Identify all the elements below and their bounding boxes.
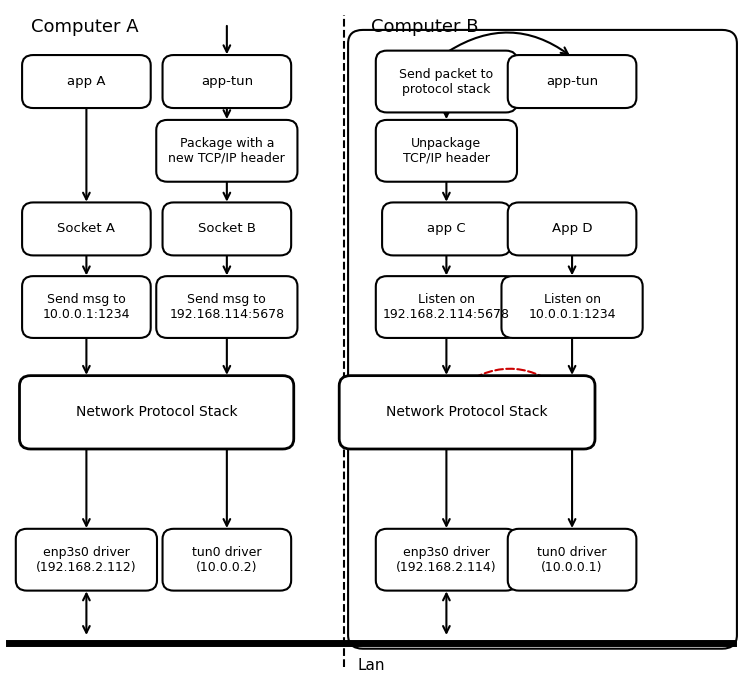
FancyBboxPatch shape: [375, 120, 517, 181]
Text: app-tun: app-tun: [546, 75, 598, 88]
FancyBboxPatch shape: [382, 203, 510, 256]
Text: tun0 driver
(10.0.0.2): tun0 driver (10.0.0.2): [192, 546, 262, 574]
Text: app C: app C: [427, 222, 466, 235]
Text: Lan: Lan: [357, 658, 385, 673]
FancyBboxPatch shape: [508, 55, 637, 108]
FancyBboxPatch shape: [162, 203, 291, 256]
Text: App D: App D: [552, 222, 592, 235]
Text: Send packet to
protocol stack: Send packet to protocol stack: [399, 68, 493, 95]
FancyBboxPatch shape: [375, 276, 517, 338]
Text: enp3s0 driver
(192.168.2.112): enp3s0 driver (192.168.2.112): [36, 546, 137, 574]
Text: Socket A: Socket A: [57, 222, 116, 235]
Text: Network Protocol Stack: Network Protocol Stack: [387, 405, 548, 419]
FancyBboxPatch shape: [502, 276, 643, 338]
Text: Send msg to
192.168.114:5678: Send msg to 192.168.114:5678: [169, 293, 284, 321]
FancyBboxPatch shape: [508, 529, 637, 591]
FancyBboxPatch shape: [339, 376, 595, 449]
FancyBboxPatch shape: [19, 376, 294, 449]
Text: Computer A: Computer A: [31, 18, 139, 36]
FancyBboxPatch shape: [22, 276, 151, 338]
FancyBboxPatch shape: [16, 529, 157, 591]
Text: enp3s0 driver
(192.168.2.114): enp3s0 driver (192.168.2.114): [396, 546, 496, 574]
FancyBboxPatch shape: [375, 50, 517, 113]
FancyBboxPatch shape: [162, 529, 291, 591]
Text: Package with a
new TCP/IP header: Package with a new TCP/IP header: [168, 137, 285, 165]
Text: Send msg to
10.0.0.1:1234: Send msg to 10.0.0.1:1234: [42, 293, 130, 321]
FancyBboxPatch shape: [22, 203, 151, 256]
Text: Listen on
10.0.0.1:1234: Listen on 10.0.0.1:1234: [528, 293, 616, 321]
Text: Unpackage
TCP/IP header: Unpackage TCP/IP header: [403, 137, 490, 165]
Text: tun0 driver
(10.0.0.1): tun0 driver (10.0.0.1): [537, 546, 607, 574]
FancyBboxPatch shape: [22, 55, 151, 108]
FancyBboxPatch shape: [508, 203, 637, 256]
Text: app-tun: app-tun: [201, 75, 253, 88]
FancyBboxPatch shape: [157, 120, 298, 181]
Text: app A: app A: [67, 75, 105, 88]
Text: Listen on
192.168.2.114:5678: Listen on 192.168.2.114:5678: [383, 293, 510, 321]
Text: Computer B: Computer B: [371, 18, 479, 36]
FancyBboxPatch shape: [162, 55, 291, 108]
FancyBboxPatch shape: [375, 529, 517, 591]
Text: Socket B: Socket B: [198, 222, 256, 235]
FancyBboxPatch shape: [157, 276, 298, 338]
Text: Network Protocol Stack: Network Protocol Stack: [76, 405, 237, 419]
